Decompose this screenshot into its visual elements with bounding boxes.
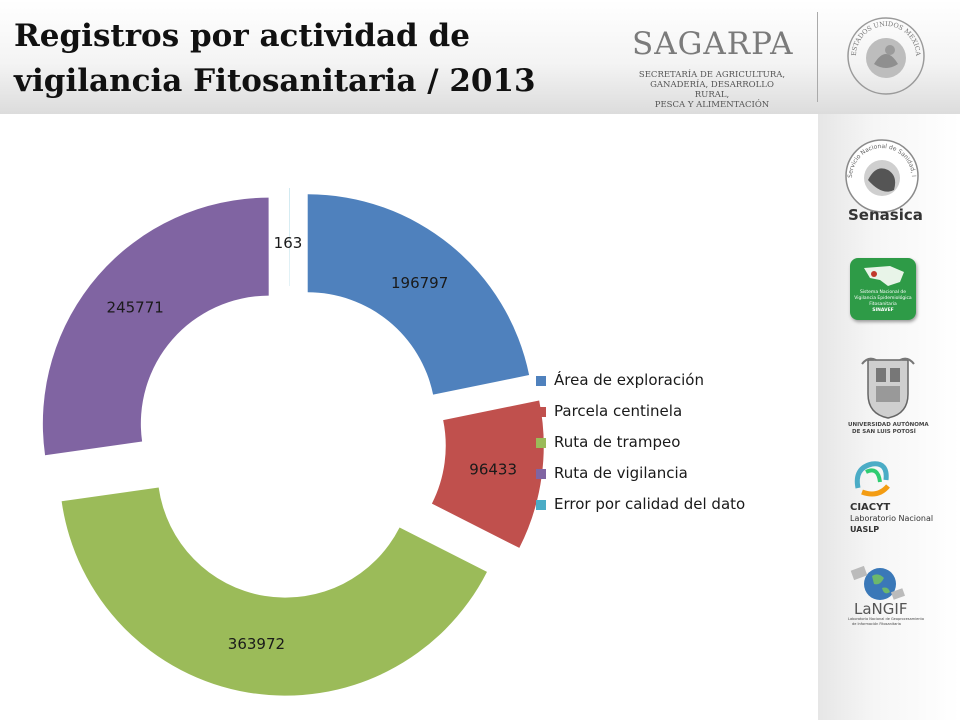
ciacyt-logo-icon: [854, 461, 890, 497]
title-line-1: Registros por actividad de: [14, 18, 470, 54]
label-parcela-centinela: 96433: [469, 460, 517, 478]
langif-name: LaNGIF: [854, 600, 908, 618]
legend-label: Error por calidad del dato: [554, 495, 746, 513]
sinavef-line-3: Fitosanitaria: [869, 302, 897, 307]
legend-swatch: [536, 376, 546, 386]
langif-sub-1: Laboratorio Nacional de Geoprocesamiento: [848, 617, 925, 621]
slice-ruta-vigilancia: [42, 197, 269, 456]
slide-header: Registros por actividad de vigilancia Fi…: [0, 0, 960, 114]
slice-parcela-centinela: [431, 400, 544, 548]
sagarpa-subtitle: SECRETARÍA DE AGRICULTURA, GANADERÍA, DE…: [632, 70, 792, 110]
ciacyt-line-1: CIACYT: [850, 502, 891, 513]
uaslp-line-1: UNIVERSIDAD AUTÓNOMA: [848, 422, 929, 428]
legend-label: Parcela centinela: [554, 402, 683, 420]
label-ruta-vigilancia: 245771: [107, 299, 164, 317]
doughnut-chart: 196797 96433 363972 245771 163: [42, 188, 544, 696]
mexico-seal-icon: ESTADOS UNIDOS MEXICANOS: [844, 14, 925, 95]
langif-globe-icon: [850, 565, 906, 600]
ciacyt-line-2: Laboratorio Nacional: [850, 514, 934, 523]
uaslp-line-2: DE SAN LUIS POTOSÍ: [852, 429, 916, 435]
slice-area-exploracion: [307, 194, 530, 395]
mexico-map-icon: [864, 266, 904, 286]
chart-data-labels: 196797 96433 363972 245771 163: [107, 234, 517, 653]
legend-swatch: [536, 469, 546, 479]
slice-ruta-trampeo: [61, 487, 487, 696]
legend-label: Área de exploración: [554, 371, 704, 389]
legend-label: Ruta de vigilancia: [554, 464, 688, 482]
partner-logos-sidebar: Servicio Nacional de Sanidad, Inocuidad …: [818, 114, 960, 720]
sinavef-line-1: Sistema Nacional de: [859, 290, 907, 295]
header-divider: [817, 12, 818, 102]
title-line-2: vigilancia Fitosanitaria / 2013: [14, 63, 536, 99]
langif-sub-2: de Información Fitosanitaria: [852, 622, 901, 626]
legend-label: Ruta de trampeo: [554, 433, 681, 451]
sagarpa-sub-line-3: PESCA Y ALIMENTACIÓN: [654, 100, 770, 110]
sagarpa-sub-line-1: SECRETARÍA DE AGRICULTURA,: [638, 70, 786, 80]
label-ruta-trampeo: 363972: [228, 635, 285, 653]
legend-swatch: [536, 500, 546, 510]
sagarpa-name: SAGARPA: [632, 26, 794, 62]
legend-swatch: [536, 438, 546, 448]
label-error-calidad: 163: [274, 234, 303, 252]
sinavef-line-4: SINAVEF: [872, 308, 894, 313]
chart-area: 196797 96433 363972 245771 163 Área de explo…: [0, 114, 818, 720]
chart-slices: [42, 188, 544, 696]
sagarpa-logo: SAGARPA SECRETARÍA DE AGRICULTURA, GANAD…: [632, 26, 812, 110]
ciacyt-line-3: UASLP: [850, 525, 880, 534]
label-area-exploracion: 196797: [391, 274, 448, 292]
sinavef-line-2: Vigilancia Epidemiológica: [854, 296, 912, 301]
uaslp-shield-icon: [861, 357, 915, 419]
legend-swatch: [536, 407, 546, 417]
senasica-logo-icon: Servicio Nacional de Sanidad, Inocuidad …: [842, 136, 919, 213]
senasica-name: Senasica: [848, 206, 923, 224]
sagarpa-sub-line-2: GANADERÍA, DESARROLLO RURAL,: [650, 80, 774, 100]
slide-title: Registros por actividad de vigilancia Fi…: [14, 14, 614, 104]
sinavef-logo: Sistema Nacional de Vigilancia Epidemiol…: [850, 258, 916, 320]
